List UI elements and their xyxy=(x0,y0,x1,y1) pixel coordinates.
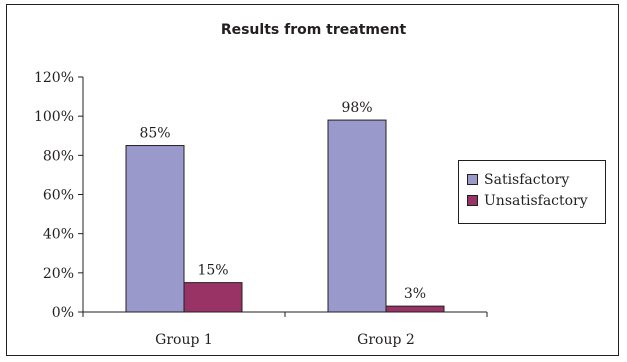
legend-label-satisfactory: Satisfactory xyxy=(484,171,570,188)
legend-swatch-unsatisfactory xyxy=(467,195,478,206)
bar-unsatisfactory-group-2 xyxy=(385,305,445,313)
y-tick-label: 100% xyxy=(34,109,74,125)
y-tick-label: 80% xyxy=(43,148,74,164)
data-label: 15% xyxy=(197,263,228,279)
bar-satisfactory-group-2 xyxy=(327,119,387,313)
y-tick-label: 40% xyxy=(43,227,74,243)
legend: Satisfactory Unsatisfactory xyxy=(458,160,606,224)
x-tick-label: Group 1 xyxy=(155,332,213,348)
bar-satisfactory-group-1 xyxy=(125,145,185,313)
data-label: 3% xyxy=(404,286,426,302)
bar-unsatisfactory-group-1 xyxy=(183,282,243,313)
chart-title: Results from treatment xyxy=(220,22,407,38)
y-tick-label: 60% xyxy=(43,188,74,204)
legend-item-satisfactory: Satisfactory xyxy=(467,169,605,190)
y-tick-label: 0% xyxy=(52,305,74,321)
legend-swatch-satisfactory xyxy=(467,174,478,185)
y-tick-label: 20% xyxy=(43,266,74,282)
legend-item-unsatisfactory: Unsatisfactory xyxy=(467,190,605,211)
y-tick-label: 120% xyxy=(34,70,74,86)
x-tick-label: Group 2 xyxy=(357,332,415,348)
data-label: 85% xyxy=(139,126,170,142)
legend-label-unsatisfactory: Unsatisfactory xyxy=(484,192,588,209)
data-label: 98% xyxy=(341,100,372,116)
